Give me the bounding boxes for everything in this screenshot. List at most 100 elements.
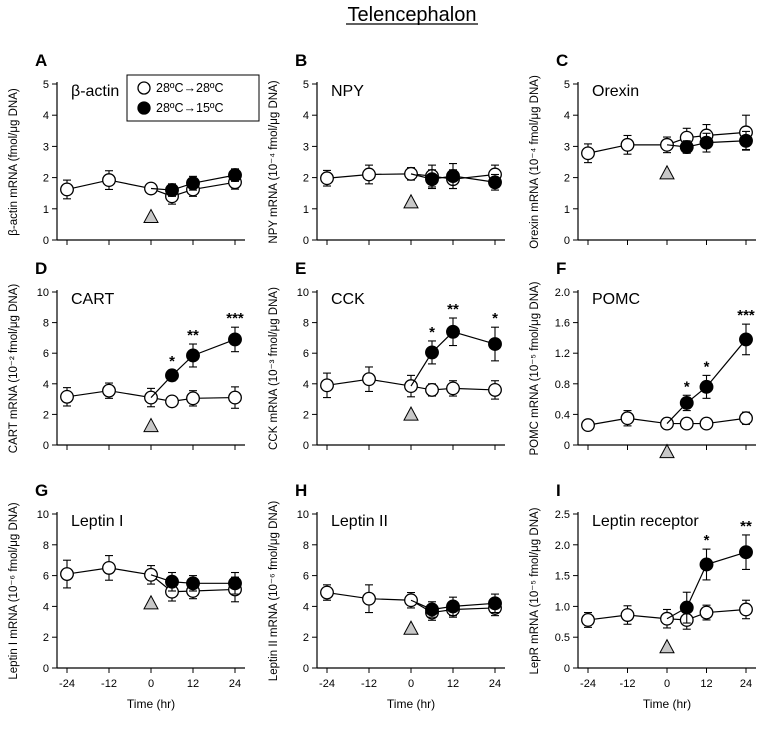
figure-title: Telencephalon xyxy=(348,4,477,26)
data-point-control xyxy=(620,411,635,426)
x-tick-label: 0 xyxy=(148,678,154,690)
y-axis-label: NPY mRNA (10⁻⁴ fmol/μg DNA) xyxy=(268,80,280,243)
series-line-treatment xyxy=(410,331,496,387)
triangle-up-icon xyxy=(403,193,419,209)
y-axis-label: CART mRNA (10⁻² fmol/μg DNA) xyxy=(8,284,20,454)
y-axis-label: CCK mRNA (10⁻³ fmol/μg DNA) xyxy=(268,287,280,450)
data-point-treatment xyxy=(739,545,753,560)
y-axis-label: Leptin II mRNA (10⁻⁶ fmol/μg DNA) xyxy=(268,501,280,682)
data-point-control xyxy=(362,167,376,182)
series-line-treatment xyxy=(666,140,747,148)
y-tick-label: 4 xyxy=(303,110,309,122)
panel-name: CART xyxy=(71,291,114,308)
y-axis-label: Leptin I mRNA (10⁻⁶ fmol/μg DNA) xyxy=(8,502,20,679)
series-line-treatment xyxy=(150,174,236,191)
y-tick-label: 4 xyxy=(564,110,570,122)
x-tick-label: 12 xyxy=(700,678,712,690)
triangle-up-icon xyxy=(403,620,419,635)
data-point-control xyxy=(739,602,753,617)
legend-box xyxy=(126,74,260,122)
x-tick-label: 12 xyxy=(447,678,459,690)
y-tick-label: 0 xyxy=(564,440,570,452)
panel-letter: A xyxy=(35,51,47,70)
data-point-control xyxy=(739,411,753,426)
y-axis-label: Orexin mRNA (10⁻⁴ fmol/μg DNA) xyxy=(529,75,541,249)
panel-letter: G xyxy=(35,481,48,500)
triangle-up-icon xyxy=(659,443,675,459)
x-tick-label: 12 xyxy=(187,678,199,690)
x-tick-label: -12 xyxy=(620,678,636,690)
x-tick-label: 0 xyxy=(664,678,670,690)
y-tick-label: 1.5 xyxy=(555,571,570,583)
series-line-control xyxy=(326,378,496,391)
panel-name: Leptin I xyxy=(71,513,123,530)
data-point-control xyxy=(102,383,116,398)
series-line-treatment xyxy=(150,574,235,584)
panel-d: 0 2 4 6 8 10 CART mRNA (10⁻² fmol/μg DNA) D CART… xyxy=(8,259,245,453)
panel-b: 0 1 2 3 4 5 NPY mRNA (10⁻⁴ fmol/μg DNA) B NPY xyxy=(268,51,505,247)
data-point-control xyxy=(60,182,74,197)
data-point-control xyxy=(581,418,595,433)
significance-marker: * xyxy=(429,324,435,341)
x-axis-label: Time (hr) xyxy=(643,697,691,711)
series-line-control xyxy=(326,173,496,180)
data-point-treatment xyxy=(186,348,200,363)
panel-letter: D xyxy=(35,259,47,278)
significance-marker: ** xyxy=(447,301,459,318)
y-tick-label: 2.5 xyxy=(555,509,570,521)
y-tick-label: 2.0 xyxy=(555,540,570,552)
series-line-treatment xyxy=(410,599,496,611)
data-point-treatment xyxy=(186,576,200,591)
y-tick-label: 0 xyxy=(43,440,49,452)
y-tick-label: 2 xyxy=(303,409,309,421)
y-tick-label: 0 xyxy=(303,235,309,247)
panel-letter: H xyxy=(295,481,307,500)
legend-control-marker xyxy=(137,81,151,95)
significance-marker: ** xyxy=(740,518,752,535)
panel-letter: E xyxy=(295,259,306,278)
x-axis-label: Time (hr) xyxy=(387,697,435,711)
y-tick-label: 0.4 xyxy=(555,409,570,421)
y-tick-label: 2.0 xyxy=(555,287,570,299)
y-tick-label: 1.0 xyxy=(555,601,570,613)
y-tick-label: 1 xyxy=(564,204,570,216)
series-line-control xyxy=(326,591,496,614)
panel-letter: C xyxy=(556,51,568,70)
y-tick-label: 2 xyxy=(303,632,309,644)
data-point-treatment xyxy=(425,345,439,360)
y-tick-label: 4 xyxy=(303,379,309,391)
data-point-treatment xyxy=(699,135,714,150)
panel-name: β-actin xyxy=(71,83,119,100)
triangle-up-icon xyxy=(143,208,159,224)
data-point-treatment xyxy=(446,169,460,183)
data-point-treatment xyxy=(165,368,179,383)
significance-marker: *** xyxy=(737,307,755,324)
panel-name: NPY xyxy=(331,83,364,100)
y-tick-label: 6 xyxy=(303,348,309,360)
data-point-control xyxy=(488,382,502,397)
data-point-treatment xyxy=(165,574,179,589)
series-line-control xyxy=(66,567,236,593)
y-tick-label: 0 xyxy=(43,235,49,247)
legend: 28ºC→28ºC 28ºC→15ºC xyxy=(126,74,260,122)
data-point-control xyxy=(581,613,595,627)
series-line-treatment xyxy=(666,339,747,424)
data-point-control xyxy=(446,381,460,396)
y-tick-label: 8 xyxy=(303,318,309,330)
data-point-control xyxy=(102,173,116,188)
data-point-treatment xyxy=(446,599,460,614)
y-tick-label: 1.2 xyxy=(555,348,570,360)
y-tick-label: 2 xyxy=(303,173,309,185)
data-point-treatment xyxy=(488,337,502,351)
data-point-treatment xyxy=(699,379,714,394)
y-tick-label: 2 xyxy=(564,173,570,185)
x-tick-label: -24 xyxy=(59,678,75,690)
y-tick-label: 3 xyxy=(303,141,309,153)
y-tick-label: 2 xyxy=(43,173,49,185)
y-tick-label: 0 xyxy=(43,663,49,675)
data-point-treatment xyxy=(186,176,200,191)
panel-name: CCK xyxy=(331,291,365,308)
data-point-treatment xyxy=(228,332,242,347)
